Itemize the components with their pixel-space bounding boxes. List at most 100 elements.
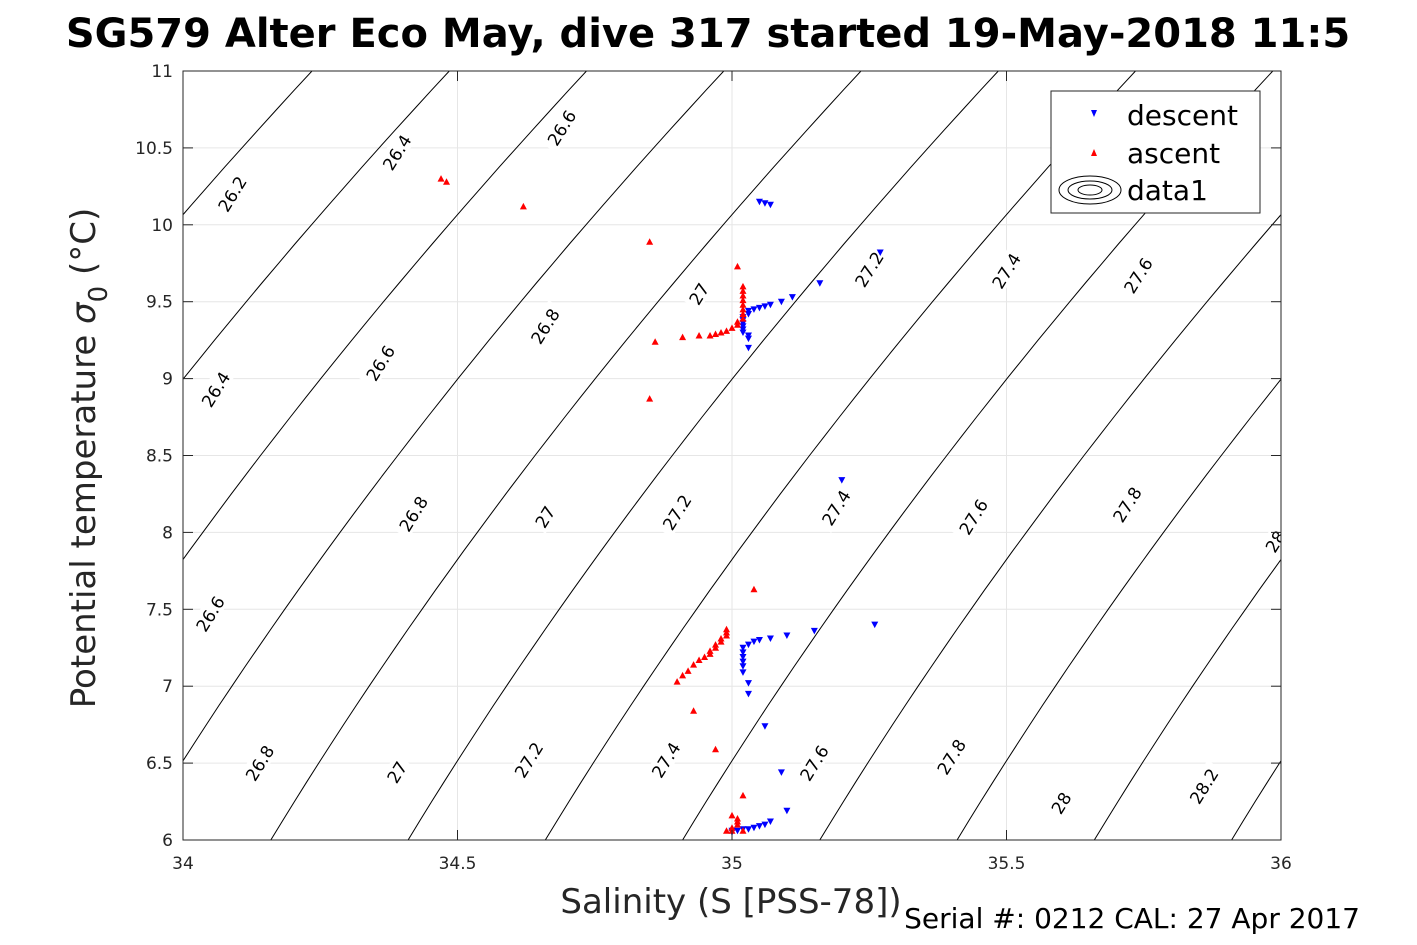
ascent-point xyxy=(679,333,687,341)
ascent-point xyxy=(728,811,736,819)
ascent-point xyxy=(739,296,747,304)
isopycnal-line xyxy=(183,71,450,381)
contour-label: 28 xyxy=(1258,523,1281,559)
descent-point xyxy=(739,644,747,652)
x-axis-label: Salinity (S [PSS-78]) xyxy=(560,882,901,922)
ascent-point xyxy=(712,644,720,651)
y-tick-label: 9.5 xyxy=(146,293,173,313)
ascent-point xyxy=(717,328,725,336)
descent-point xyxy=(739,658,747,666)
legend-box xyxy=(1050,90,1261,214)
y-axis-label-unit: (°C) xyxy=(64,208,104,286)
descent-point xyxy=(761,200,769,207)
descent-point xyxy=(766,635,774,643)
serial-cal-footer: Serial #: 0212 CAL: 27 Apr 2017 xyxy=(904,902,1360,935)
descent-point xyxy=(744,311,752,318)
ascent-point xyxy=(646,395,654,402)
ascent-point xyxy=(519,202,527,210)
isopycnal-line xyxy=(183,71,725,762)
ascent-point xyxy=(739,315,747,322)
descent-point xyxy=(750,306,758,313)
x-tick-label: 34.5 xyxy=(439,854,477,874)
descent-point xyxy=(744,335,752,343)
ascent-point xyxy=(706,332,714,339)
ascent-point xyxy=(695,656,703,664)
ascent-point xyxy=(739,310,747,318)
ascent-point xyxy=(723,327,731,334)
descent-point xyxy=(739,663,747,670)
isopycnal-line xyxy=(544,71,1136,840)
x-axis: 34 34.5 35 35.5 36 xyxy=(172,71,1292,874)
descent-point xyxy=(816,280,824,287)
descent-point xyxy=(777,298,785,306)
ascent-point xyxy=(739,827,747,834)
ascent-point xyxy=(679,671,687,679)
descent-point xyxy=(755,823,763,830)
y-tick-label: 8 xyxy=(162,523,173,543)
ascent-point xyxy=(723,631,731,639)
descent-point xyxy=(876,249,884,256)
legend: descent ascent data1 xyxy=(1050,90,1261,214)
descent-point xyxy=(739,649,747,656)
y-axis-label-subscript: 0 xyxy=(84,286,114,303)
ascent-point xyxy=(695,332,703,339)
legend-label-data1: data1 xyxy=(1127,174,1208,207)
chart-title: SG579 Alter Eco May, dive 317 started 19… xyxy=(66,11,1350,57)
y-axis-label-sigma: σ xyxy=(64,301,104,324)
grid-lines xyxy=(183,71,1281,840)
ascent-point xyxy=(690,707,698,714)
y-axis-label: Potential temperature σ0 (°C) xyxy=(64,208,114,708)
ascent-point xyxy=(739,305,747,313)
ascent-point xyxy=(733,262,741,270)
y-tick-label: 8.5 xyxy=(146,447,173,467)
descent-point xyxy=(755,198,763,206)
x-tick-label: 36 xyxy=(1270,854,1292,874)
legend-label-descent: descent xyxy=(1127,99,1238,132)
descent-point xyxy=(777,769,785,776)
descent-point xyxy=(744,641,752,649)
legend-label-ascent: ascent xyxy=(1127,137,1220,170)
ascent-point xyxy=(723,827,731,834)
legend-marker-contour xyxy=(1058,175,1122,205)
descent-point xyxy=(750,638,758,646)
descent-point xyxy=(744,826,752,833)
x-tick-label: 35 xyxy=(721,854,743,874)
descent-point xyxy=(766,818,774,826)
ascent-point xyxy=(684,667,692,674)
isopycnal-line xyxy=(183,71,587,561)
descent-point xyxy=(739,669,747,676)
descent-point xyxy=(838,477,846,484)
descent-point xyxy=(739,329,747,336)
descent-point xyxy=(761,723,769,730)
legend-marker-ascent xyxy=(1091,149,1097,156)
isopycnal-line xyxy=(956,378,1281,840)
ascent-point xyxy=(739,791,747,799)
descent-point xyxy=(755,304,763,312)
descent-point xyxy=(744,680,752,687)
x-tick-label: 34 xyxy=(172,854,194,874)
y-tick-label: 9 xyxy=(162,370,173,390)
descent-point xyxy=(788,294,796,301)
ascent-point xyxy=(646,238,654,245)
y-tick-label: 6 xyxy=(162,831,173,851)
ascent-point xyxy=(712,745,720,753)
ascent-point xyxy=(437,175,445,182)
descent-point xyxy=(761,303,769,310)
ascent-point xyxy=(443,178,451,185)
ascent-point xyxy=(728,324,736,331)
ascent-point xyxy=(733,321,741,328)
isopycnal-line xyxy=(183,71,313,216)
descent-point xyxy=(750,824,758,832)
y-tick-label: 11 xyxy=(151,62,173,82)
y-tick-label: 6.5 xyxy=(146,754,173,774)
descent-point xyxy=(744,690,752,698)
descent-point xyxy=(766,201,774,209)
ascent-point xyxy=(739,282,747,290)
descent-point xyxy=(766,301,774,309)
ascent-point xyxy=(717,638,725,645)
ascent-point xyxy=(706,650,714,657)
ascent-point xyxy=(673,678,681,685)
descent-point xyxy=(755,637,763,644)
